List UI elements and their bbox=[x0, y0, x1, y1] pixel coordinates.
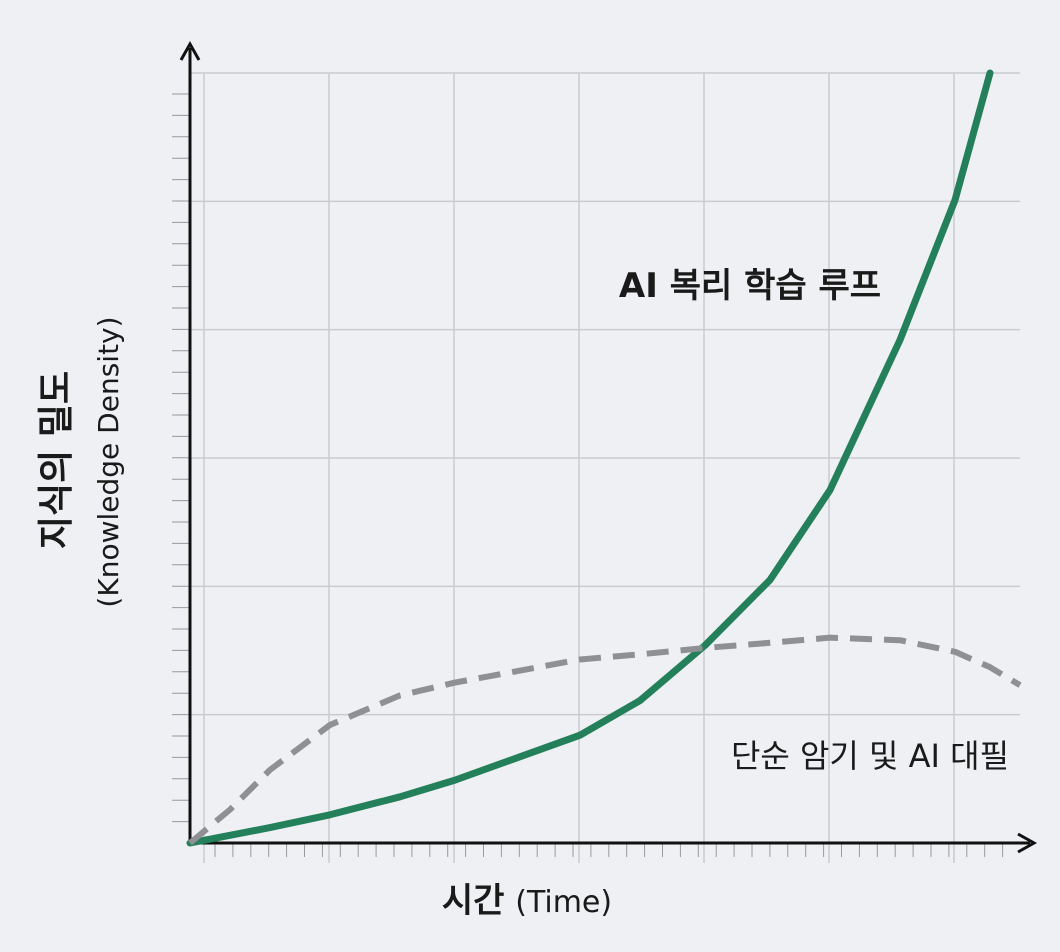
x-axis-title-sub: (Time) bbox=[515, 885, 612, 920]
lines bbox=[186, 69, 1022, 847]
series-line bbox=[186, 69, 994, 847]
y-axis-arrow bbox=[179, 40, 201, 61]
series-label: AI 복리 학습 루프 bbox=[619, 266, 881, 306]
x-axis-title: 시간 (Time) bbox=[442, 881, 612, 921]
axes bbox=[179, 40, 1038, 854]
y-axis-subtitle: (Knowledge Density) bbox=[92, 316, 125, 607]
series-label: 단순 암기 및 AI 대필 bbox=[731, 737, 1009, 775]
y-axis-title: 지식의 밀도 bbox=[36, 371, 77, 549]
grid bbox=[172, 72, 1020, 863]
x-axis-arrow bbox=[1017, 832, 1038, 854]
series-line bbox=[188, 634, 1022, 846]
x-axis-title-main: 시간 bbox=[442, 881, 505, 921]
